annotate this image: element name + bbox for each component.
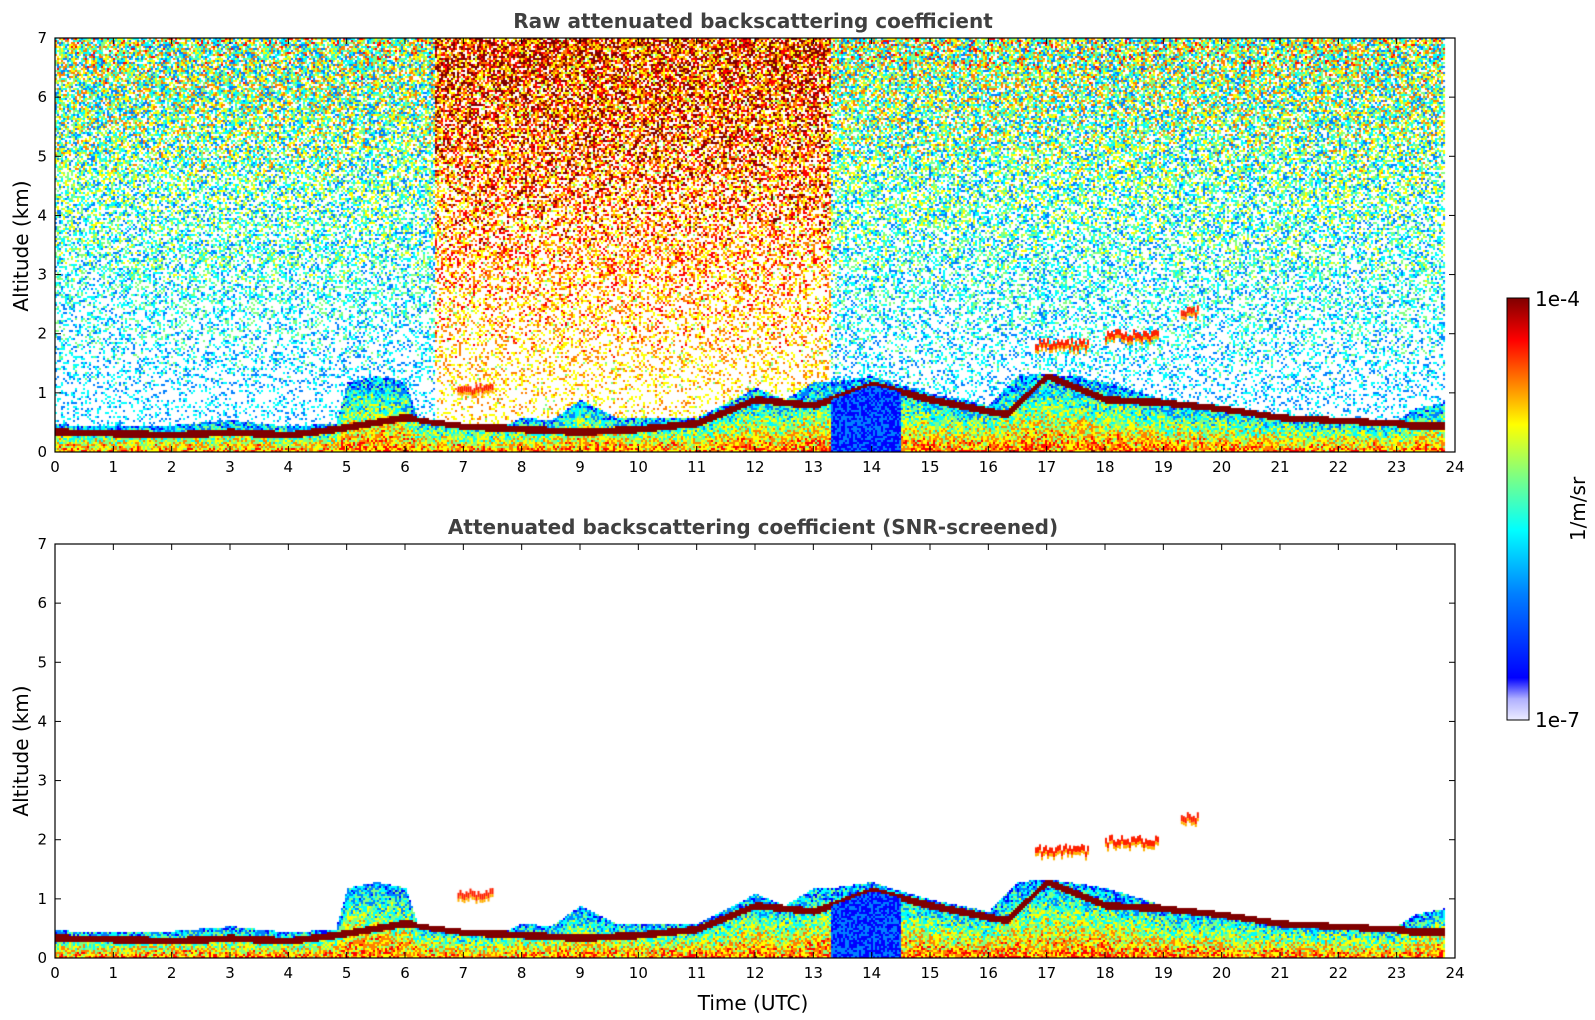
x-tick-label: 12 <box>745 964 764 982</box>
x-tick-label: 20 <box>1212 458 1231 476</box>
x-tick-label: 1 <box>109 964 119 982</box>
x-tick-label: 22 <box>1329 458 1348 476</box>
raw-heatmap-area <box>55 38 1455 452</box>
y-tick-label: 3 <box>37 772 47 790</box>
x-axis-label: Time (UTC) <box>697 991 809 1015</box>
x-tick-label: 13 <box>804 458 823 476</box>
x-tick-label: 20 <box>1212 964 1231 982</box>
x-tick-label: 23 <box>1387 964 1406 982</box>
x-tick-label: 13 <box>804 964 823 982</box>
x-tick-label: 12 <box>745 458 764 476</box>
colorbar-max-label: 1e-4 <box>1535 287 1580 311</box>
x-tick-label: 6 <box>400 458 410 476</box>
x-tick-label: 8 <box>517 964 527 982</box>
snr-screened-panel: Attenuated backscattering coefficient (S… <box>9 515 1465 1015</box>
x-tick-label: 9 <box>575 964 585 982</box>
x-tick-label: 8 <box>517 458 527 476</box>
x-tick-label: 10 <box>629 458 648 476</box>
y-tick-label: 2 <box>37 325 47 343</box>
x-tick-label: 4 <box>284 964 294 982</box>
x-tick-label: 16 <box>979 458 998 476</box>
x-tick-label: 15 <box>920 458 939 476</box>
y-tick-label: 5 <box>37 653 47 671</box>
y-tick-label: 1 <box>37 384 47 402</box>
x-tick-label: 17 <box>1037 964 1056 982</box>
x-tick-label: 17 <box>1037 458 1056 476</box>
y-tick-label: 7 <box>37 535 47 553</box>
y-tick-label: 3 <box>37 266 47 284</box>
x-tick-label: 11 <box>687 458 706 476</box>
x-tick-label: 9 <box>575 458 585 476</box>
y-tick-label: 4 <box>37 206 47 224</box>
x-tick-label: 22 <box>1329 964 1348 982</box>
x-tick-label: 16 <box>979 964 998 982</box>
x-tick-label: 4 <box>284 458 294 476</box>
x-tick-label: 15 <box>920 964 939 982</box>
x-tick-label: 23 <box>1387 458 1406 476</box>
raw-panel-axes: 0 1 2 3 4 5 6 7 8 9 10 11 12 13 14 15 16 17 18 19 20 21 22 23 24… <box>37 29 1464 476</box>
x-tick-label: 2 <box>167 458 177 476</box>
colorbar-gradient <box>1506 297 1530 721</box>
y-tick-label: 5 <box>37 147 47 165</box>
y-tick-label: 6 <box>37 594 47 612</box>
x-tick-label: 18 <box>1095 458 1114 476</box>
screened-panel-title: Attenuated backscattering coefficient (S… <box>448 515 1058 539</box>
x-tick-label: 11 <box>687 964 706 982</box>
x-tick-label: 24 <box>1445 458 1464 476</box>
x-tick-label: 7 <box>459 964 469 982</box>
x-tick-label: 19 <box>1154 964 1173 982</box>
raw-panel-y-axis-label: Altitude (km) <box>9 180 33 311</box>
raw-backscatter-panel: Raw attenuated backscattering coefficien… <box>9 9 1465 476</box>
x-tick-label: 18 <box>1095 964 1114 982</box>
x-tick-label: 21 <box>1270 458 1289 476</box>
x-tick-label: 14 <box>862 964 881 982</box>
y-tick-label: 0 <box>37 949 47 967</box>
x-tick-label: 3 <box>225 964 235 982</box>
x-tick-label: 7 <box>459 458 469 476</box>
raw-panel-title: Raw attenuated backscattering coefficien… <box>513 9 993 33</box>
x-tick-label: 0 <box>50 458 60 476</box>
x-tick-label: 5 <box>342 964 352 982</box>
x-tick-label: 2 <box>167 964 177 982</box>
y-tick-label: 6 <box>37 88 47 106</box>
colorbar-min-label: 1e-7 <box>1535 708 1580 732</box>
x-tick-label: 3 <box>225 458 235 476</box>
y-tick-label: 4 <box>37 712 47 730</box>
x-tick-label: 10 <box>629 964 648 982</box>
x-tick-label: 14 <box>862 458 881 476</box>
x-tick-label: 21 <box>1270 964 1289 982</box>
backscatter-raster <box>55 544 1455 958</box>
y-tick-label: 0 <box>37 443 47 461</box>
x-tick-label: 0 <box>50 964 60 982</box>
colorbar: 1e-4 1e-7 1/m/sr <box>1506 287 1590 732</box>
x-tick-label: 19 <box>1154 458 1173 476</box>
y-tick-label: 2 <box>37 831 47 849</box>
screened-panel-y-axis-label: Altitude (km) <box>9 685 33 816</box>
x-tick-label: 6 <box>400 964 410 982</box>
screened-heatmap-area <box>55 544 1455 958</box>
screened-panel-axes: 0 1 2 3 4 5 6 7 8 9 10 11 12 13 14 15 16 17 18 19 20 21 22 23 24… <box>37 535 1464 982</box>
x-tick-label: 1 <box>109 458 119 476</box>
x-tick-label: 24 <box>1445 964 1464 982</box>
x-tick-label: 5 <box>342 458 352 476</box>
backscatter-raster <box>55 38 1455 452</box>
y-tick-label: 7 <box>37 29 47 47</box>
y-tick-label: 1 <box>37 890 47 908</box>
colorbar-unit-label: 1/m/sr <box>1566 476 1590 541</box>
